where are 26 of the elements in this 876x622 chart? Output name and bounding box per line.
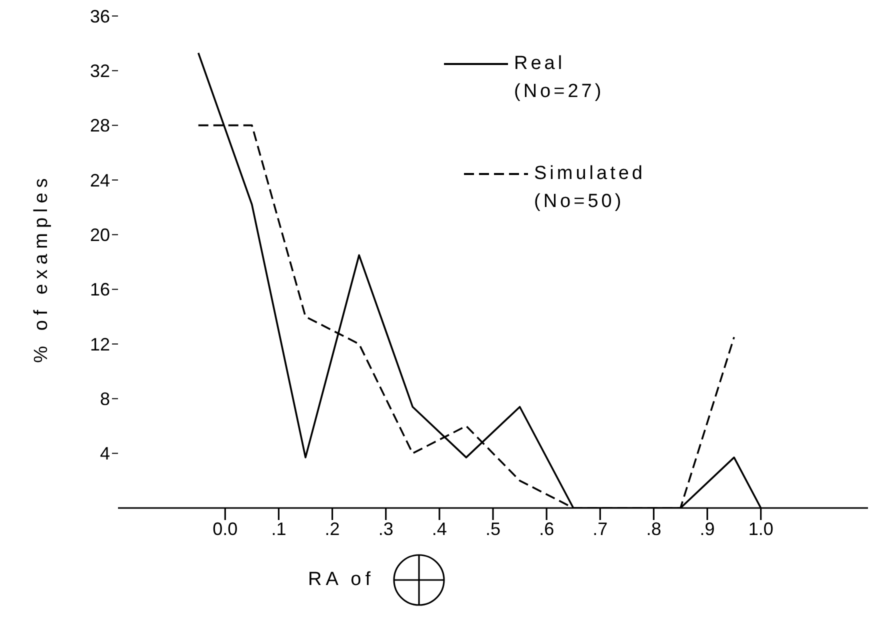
y-tick-label: 28 — [90, 116, 110, 136]
y-tick-label: 8 — [100, 389, 110, 410]
x-tick-label: .9 — [700, 518, 715, 539]
y-tick-label: 32 — [90, 61, 110, 82]
x-axis-title: RA of — [308, 569, 374, 591]
x-tick-label: 0.0 — [212, 518, 238, 539]
x-tick-label: .2 — [324, 518, 340, 539]
x-tick-label: .8 — [646, 518, 662, 539]
annotation: (No=50) — [534, 191, 626, 213]
x-tick-label: .6 — [539, 518, 554, 539]
x-tick-label: .3 — [378, 518, 394, 539]
y-tick-label: 36 — [90, 6, 110, 26]
y-axis-title: % of examples — [31, 173, 53, 363]
x-tick-label: .1 — [271, 518, 286, 539]
y-tick-label: 4 — [100, 444, 110, 464]
y-tick-label: 24 — [90, 170, 110, 190]
y-tick-label: 20 — [90, 225, 110, 246]
x-tick-label: .7 — [592, 518, 608, 539]
legend-label: Real — [514, 53, 566, 75]
x-tick-label: 1.0 — [748, 518, 774, 539]
y-tick-label: 12 — [90, 334, 110, 354]
x-tick-label: .5 — [485, 518, 501, 539]
annotation: (No=27) — [514, 81, 604, 103]
x-tick-label: .4 — [432, 518, 447, 539]
legend-label: Simulated — [534, 163, 646, 185]
y-tick-label: 16 — [90, 280, 110, 300]
